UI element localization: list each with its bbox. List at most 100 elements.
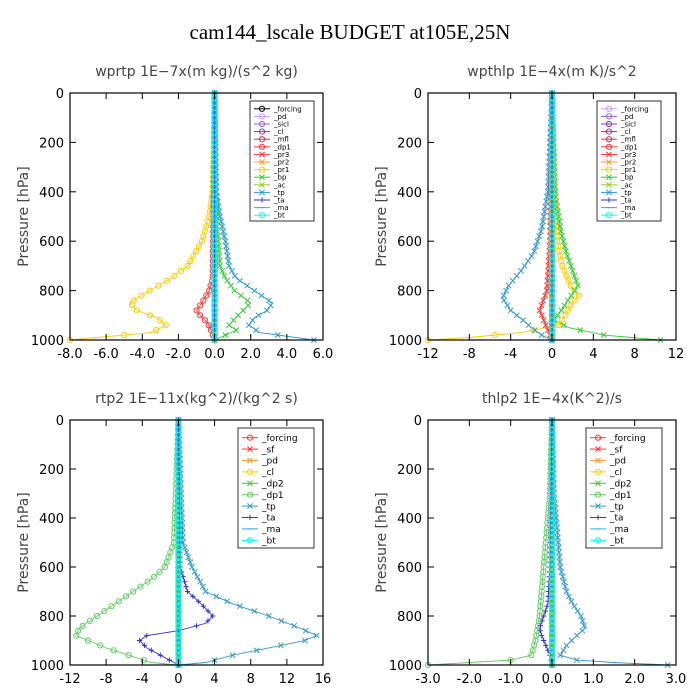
- data-point: [542, 322, 549, 329]
- legend-label: _pr2: [273, 158, 289, 166]
- legend-marker: [605, 120, 613, 128]
- legend: _forcing_sf _pd_cl_dp2 _dp1_tp _ta_ma_bt: [237, 427, 315, 549]
- data-point: [556, 554, 563, 561]
- series-markers: [548, 416, 556, 669]
- data-point: [539, 633, 545, 639]
- legend-label: _forcing: [261, 434, 298, 444]
- legend-marker: [259, 159, 265, 165]
- series-markers: [500, 90, 555, 343]
- data-point: [144, 578, 151, 585]
- legend: _forcing_pd_sicl_cl_mfl_dp1_pr3_pr2_pr1_…: [596, 100, 662, 222]
- data-point: [571, 272, 578, 279]
- data-point: [244, 297, 251, 304]
- data-point: [562, 248, 569, 255]
- data-point: [179, 539, 186, 546]
- legend-label: _ma: [620, 204, 636, 212]
- data-point: [162, 322, 169, 329]
- data-point: [544, 193, 550, 200]
- legend-marker: [258, 128, 266, 135]
- legend-marker: [595, 514, 601, 521]
- x-tick-label: 0.0: [542, 672, 563, 687]
- data-point: [560, 238, 567, 245]
- legend-label: _dp1: [620, 143, 638, 151]
- series-markers: [175, 419, 182, 666]
- legend-label: _tp: [620, 189, 632, 197]
- chart-panel-2: wpthlp 1E−4x(m K)/s^2 Pressure [hPa] -12 -8…: [374, 64, 684, 362]
- data-point: [255, 312, 262, 319]
- data-point: [507, 307, 514, 314]
- legend-marker: [595, 480, 601, 487]
- data-point: [221, 272, 228, 279]
- legend-marker: [246, 537, 254, 544]
- data-point: [574, 282, 581, 289]
- data-point: [187, 257, 194, 265]
- legend-label: _dp2: [261, 479, 284, 489]
- data-point: [236, 603, 243, 610]
- data-point: [539, 223, 546, 230]
- legend-label: _pr1: [273, 166, 289, 174]
- legend-label: _dp2: [609, 479, 632, 489]
- data-point: [542, 292, 548, 299]
- data-point: [539, 618, 545, 624]
- x-tick-label: 16: [315, 672, 332, 687]
- legend-marker: [605, 113, 613, 120]
- data-point: [556, 218, 563, 225]
- legend-label: _ta: [620, 196, 632, 204]
- data-point: [150, 573, 158, 580]
- y-tick-label: 0: [56, 87, 64, 102]
- x-tick-label: 2.0: [240, 347, 261, 362]
- y-tick-label: 0: [414, 87, 422, 102]
- legend: _forcing_pd_sicl_cl_mfl_dp1_pr3_pr2_pr1_…: [249, 100, 315, 222]
- data-point: [219, 223, 226, 230]
- data-point: [558, 568, 565, 575]
- main-title: cam144_lscale BUDGET at105E,25N: [189, 20, 511, 44]
- y-tick-label: 800: [397, 285, 422, 300]
- legend-label: _pr1: [620, 166, 636, 174]
- legend-label: _ta: [609, 514, 624, 524]
- data-point: [530, 327, 537, 334]
- data-point: [579, 617, 586, 624]
- y-tick-label: 0: [414, 414, 422, 429]
- y-tick-label: 400: [39, 512, 64, 527]
- data-point: [115, 598, 122, 605]
- data-point: [554, 203, 561, 210]
- data-point: [215, 248, 222, 255]
- data-point: [185, 554, 192, 561]
- data-point: [138, 292, 145, 299]
- data-point: [561, 302, 568, 309]
- data-point: [528, 652, 535, 659]
- legend-label: _ma: [261, 525, 281, 535]
- data-point: [573, 277, 580, 284]
- legend-label: _bt: [261, 536, 276, 546]
- x-tick-label: -3.0: [415, 672, 440, 687]
- chart-panel-3: rtp2 1E−11x(kg^2)/(kg^2 s) Pressure [hPa]…: [16, 391, 331, 687]
- series-markers: [66, 89, 218, 344]
- legend-marker: [605, 105, 613, 112]
- legend-marker: [247, 514, 253, 521]
- data-point: [542, 608, 548, 614]
- data-point: [226, 322, 232, 329]
- y-tick-label: 800: [39, 285, 64, 300]
- series-line: [551, 419, 668, 666]
- data-point: [153, 327, 160, 334]
- data-point: [190, 593, 196, 599]
- data-point: [553, 519, 560, 526]
- y-tick-label: 800: [397, 610, 422, 625]
- data-point: [569, 267, 576, 274]
- data-point: [97, 642, 104, 649]
- legend-label: _bp: [273, 174, 287, 182]
- data-point: [193, 307, 200, 314]
- legend-label: _ac: [273, 181, 286, 189]
- series-markers: [73, 416, 182, 669]
- chart-title: wprtp 1E−7x(m kg)/(s^2 kg): [95, 64, 298, 80]
- legend-label: _cl: [620, 128, 630, 136]
- x-tick-label: -4: [504, 347, 517, 362]
- legend-marker: [247, 446, 253, 453]
- y-tick-label: 400: [39, 186, 64, 201]
- data-point: [228, 267, 235, 274]
- data-point: [155, 282, 162, 289]
- data-point: [501, 297, 508, 304]
- data-point: [101, 608, 108, 615]
- data-point: [528, 253, 535, 259]
- data-point: [534, 238, 541, 245]
